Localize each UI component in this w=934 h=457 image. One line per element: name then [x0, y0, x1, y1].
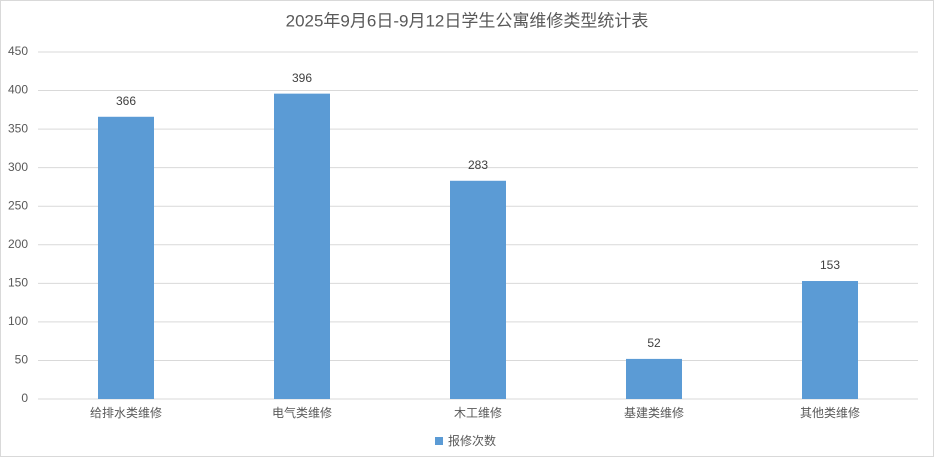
bar	[626, 358, 682, 399]
bar	[274, 93, 330, 399]
y-tick-label: 100	[8, 314, 28, 328]
y-tick-label: 150	[8, 276, 28, 290]
legend-label: 报修次数	[448, 433, 496, 448]
y-tick-label: 300	[8, 160, 28, 174]
bar	[802, 281, 858, 399]
data-label: 153	[820, 258, 840, 272]
x-tick-label: 电气类维修	[272, 405, 332, 420]
y-tick-label: 400	[8, 83, 28, 97]
y-tick-label: 250	[8, 198, 28, 212]
y-tick-label: 450	[8, 44, 28, 58]
x-tick-label: 其他类维修	[800, 405, 860, 420]
chart-title: 2025年9月6日-9月12日学生公寓维修类型统计表	[286, 11, 649, 30]
bar	[450, 180, 506, 399]
y-tick-label: 350	[8, 121, 28, 135]
x-tick-label: 给排水类维修	[90, 405, 162, 420]
y-tick-label: 200	[8, 237, 28, 251]
x-tick-label: 木工维修	[454, 405, 502, 420]
data-label: 366	[116, 94, 136, 108]
data-label: 396	[292, 71, 312, 85]
x-tick-label: 基建类维修	[624, 405, 684, 420]
data-label: 283	[468, 158, 488, 172]
legend-swatch	[435, 437, 443, 445]
y-tick-label: 50	[15, 353, 29, 367]
data-label: 52	[647, 336, 661, 350]
bar	[98, 116, 154, 400]
y-tick-label: 0	[21, 391, 28, 405]
